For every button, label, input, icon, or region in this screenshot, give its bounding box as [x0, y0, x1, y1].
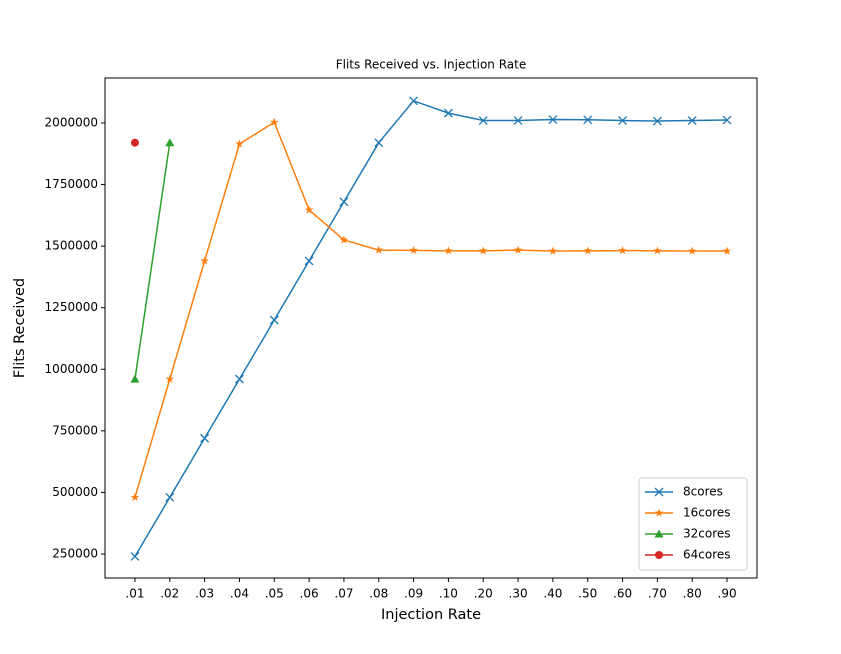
x-tick-label: .90 [718, 587, 737, 601]
marker [443, 108, 453, 118]
marker [513, 245, 523, 254]
marker [478, 246, 488, 255]
x-tick-label: .30 [509, 587, 528, 601]
marker [130, 492, 140, 501]
marker [618, 116, 628, 125]
x-tick-label: .01 [125, 587, 144, 601]
x-tick-label: .02 [160, 587, 179, 601]
marker [165, 138, 175, 147]
series-line [134, 99, 728, 557]
x-tick-label: .03 [195, 587, 214, 601]
x-tick-label: .20 [474, 587, 493, 601]
x-tick-label: .04 [230, 587, 249, 601]
marker [583, 115, 593, 125]
x-tick-label: .08 [369, 587, 388, 601]
legend-label: 32cores [683, 527, 731, 541]
y-tick-label: 500000 [52, 485, 98, 499]
chart-title: Flits Received vs. Injection Rate [336, 58, 527, 72]
x-tick-label: .60 [613, 587, 632, 601]
marker [583, 246, 593, 255]
y-tick-label: 250000 [52, 546, 98, 560]
marker [200, 256, 209, 265]
series-line [134, 121, 728, 498]
marker [165, 374, 175, 383]
legend: 8cores 16cores 32cores 64cores [638, 477, 748, 571]
legend-label: 64cores [683, 548, 731, 562]
series-line [134, 142, 171, 380]
marker [513, 116, 523, 125]
marker [653, 246, 662, 255]
marker [234, 374, 244, 384]
marker [374, 245, 384, 254]
marker [652, 116, 662, 126]
x-tick-label: .50 [578, 587, 597, 601]
marker [722, 246, 732, 255]
marker [478, 116, 488, 125]
marker [409, 245, 418, 254]
x-tick-label: .80 [683, 587, 702, 601]
marker [269, 117, 279, 126]
x-axis-label: Injection Rate [381, 607, 481, 623]
legend-label: 16cores [683, 506, 731, 520]
marker [548, 115, 558, 125]
x-tick-label: .06 [300, 587, 319, 601]
marker [269, 315, 279, 325]
marker [654, 508, 664, 517]
marker [304, 256, 314, 266]
marker [409, 96, 419, 106]
marker [304, 205, 314, 214]
marker [339, 197, 349, 207]
marker [655, 551, 663, 559]
marker [722, 115, 732, 125]
y-tick-label: 1750000 [45, 177, 98, 191]
y-tick-label: 1250000 [45, 300, 98, 314]
marker [339, 235, 349, 244]
x-tick-label: .40 [543, 587, 562, 601]
marker [130, 374, 140, 383]
legend-label: 8cores [683, 485, 723, 499]
marker [687, 116, 697, 125]
x-tick-label: .10 [439, 587, 458, 601]
marker [235, 139, 244, 148]
legend-box [638, 477, 748, 571]
marker [130, 138, 139, 147]
marker [654, 487, 664, 497]
plot-frame [104, 77, 758, 579]
marker [654, 529, 664, 538]
marker [548, 246, 558, 255]
marker [200, 433, 210, 443]
marker [165, 492, 175, 502]
marker [618, 246, 627, 255]
y-tick-label: 2000000 [45, 115, 98, 129]
marker [130, 551, 140, 561]
x-tick-label: .70 [648, 587, 667, 601]
y-tick-label: 750000 [52, 423, 98, 437]
y-tick-label: 1500000 [45, 239, 98, 253]
x-tick-label: .09 [404, 587, 423, 601]
marker [444, 246, 453, 255]
y-tick-label: 1000000 [45, 362, 98, 376]
marker [687, 246, 697, 255]
x-tick-label: .07 [334, 587, 353, 601]
marker [374, 138, 384, 148]
x-tick-label: .05 [265, 587, 284, 601]
y-axis-label: Flits Received [12, 278, 28, 378]
